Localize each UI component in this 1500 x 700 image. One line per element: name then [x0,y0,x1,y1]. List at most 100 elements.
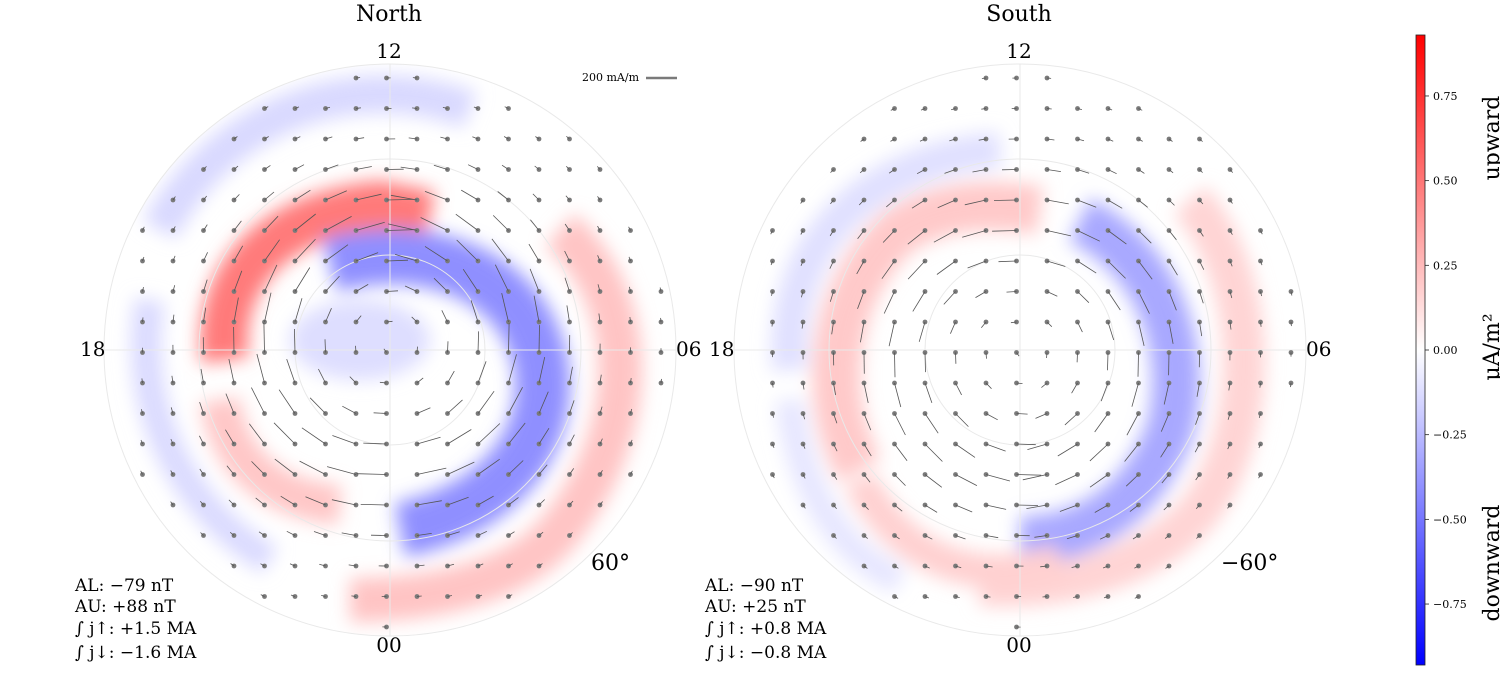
current-vector [569,500,574,506]
current-vector [888,169,895,174]
current-vector [226,465,235,475]
north-outer-downward-region [143,75,477,239]
current-vector [1134,596,1139,599]
south-title: South [986,2,1052,27]
current-vector [597,225,601,231]
current-vector [325,216,352,231]
current-vector [888,321,895,347]
colorbar: −0.75 −0.50 −0.25 0.00 0.25 0.50 0.75 upward μ… [1415,34,1500,666]
current-vector [225,393,235,414]
current-vector [203,166,207,170]
colorbar-ticks: −0.75 −0.50 −0.25 0.00 0.25 0.50 0.75 [1425,90,1467,611]
current-vector [831,321,834,335]
current-vector [472,136,479,140]
current-vector [1138,138,1143,142]
current-vector [890,108,895,111]
current-vector [341,532,357,536]
current-vector [985,474,1011,482]
current-vector [355,107,361,109]
south-panel: South 12 00 18 06 −60° AL: −90 nT [704,2,1331,663]
current-vector [829,260,834,269]
current-vector [233,220,242,231]
current-vector [294,238,316,262]
south-upward-dawn [978,186,1265,607]
current-vector [228,499,235,506]
current-vector [1165,565,1170,569]
north-upward-region1-dusk [199,180,435,363]
current-vector [1064,413,1078,426]
current-vector [833,474,838,480]
current-vector [1138,199,1148,208]
current-vector [355,77,361,79]
current-vector [199,401,204,414]
current-vector [992,230,1017,232]
colorbar-upward-label: upward [1480,96,1500,181]
current-vector [318,368,326,384]
north-polar-cap [290,300,430,380]
current-vector [325,106,331,109]
current-vector [630,439,633,445]
current-vector [140,439,143,445]
current-vector [142,317,144,323]
current-vector [538,391,549,414]
current-vector [949,138,956,142]
current-vector [1077,169,1090,174]
current-vector [886,199,895,208]
current-vector [420,217,448,231]
current-vector [416,436,441,445]
current-vector [894,565,899,569]
current-vector [955,504,973,513]
current-vector [1168,230,1177,240]
current-vector [1160,413,1170,432]
current-vector [1035,413,1048,419]
current-vector [142,256,145,262]
current-vector [981,77,987,79]
current-vector [373,412,387,414]
current-vector [1089,443,1109,462]
current-vector [1194,443,1200,453]
current-vector [858,199,865,206]
current-vector [857,291,865,309]
current-vector [830,169,834,173]
current-vector [1107,138,1114,142]
current-vector [1163,504,1170,511]
current-vector [404,285,418,292]
current-vector [924,352,926,373]
current-vector [802,382,805,390]
current-vector [1161,474,1170,484]
north-mlt-18: 18 [80,337,105,361]
current-vector [289,563,296,567]
current-vector [1138,230,1152,244]
current-vector [313,531,326,536]
current-vector [294,106,300,109]
south-jup: ∫ j↑: +0.8 MA [705,619,827,639]
current-vector [233,194,240,201]
current-vector [416,564,425,567]
current-vector [1199,169,1203,173]
current-vector [264,136,269,140]
current-vector [172,196,176,201]
current-vector [894,413,906,436]
current-vector [508,422,526,445]
current-vector [467,164,479,170]
current-vector [508,594,513,597]
current-vector [319,563,326,567]
colorbar-unit-label: μA/m² [1480,313,1500,380]
current-vector [538,563,543,567]
current-vector [833,382,836,396]
current-vector [924,382,933,404]
current-vector [172,285,176,292]
current-vector [1229,291,1233,299]
current-vector [955,535,966,540]
current-vector [390,194,418,201]
current-vector [411,316,418,323]
current-vector [447,399,463,414]
current-vector [569,400,575,414]
current-vector [883,291,895,314]
current-vector [975,291,987,298]
current-vector [894,352,896,378]
current-vector [363,442,387,445]
current-vector [416,595,422,597]
current-vector [1027,443,1048,450]
current-vector [985,596,991,598]
